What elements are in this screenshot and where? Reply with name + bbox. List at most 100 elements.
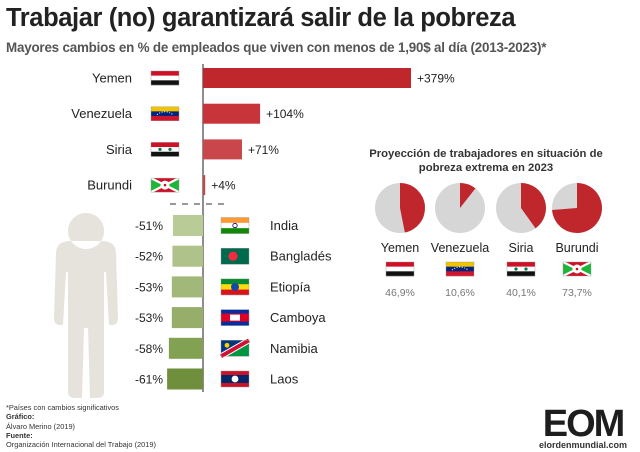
flag-border <box>385 261 415 277</box>
flag-border <box>220 370 250 388</box>
category-label: Camboya <box>270 310 326 325</box>
flag-stars <box>451 266 469 271</box>
category-label: Laos <box>270 372 299 387</box>
pie-slice <box>552 183 602 233</box>
flag-icon <box>220 278 250 296</box>
flag-stripe <box>151 116 179 121</box>
flag-stripe <box>151 111 179 117</box>
flag-icon <box>445 261 475 277</box>
flag-star <box>163 183 167 187</box>
flag-stripe <box>151 106 179 112</box>
flag-temple <box>230 314 240 321</box>
pie-category-label: Siria <box>508 241 533 255</box>
flag-stripe <box>446 262 474 267</box>
person-silhouette-icon <box>54 213 118 398</box>
pie-category-label: Burundi <box>555 241 598 255</box>
flag-disc <box>228 251 238 261</box>
flag-star <box>524 267 528 271</box>
fuente-source: Organización Internacional del Trabajo (… <box>6 440 156 450</box>
flag-stripe <box>151 151 179 157</box>
data-label: -51% <box>135 219 163 233</box>
category-label: Venezuela <box>71 106 132 121</box>
flag-stripe <box>386 262 414 267</box>
pie-title-line-2: pobreza extrema en 2023 <box>419 162 553 174</box>
flag-stripe <box>507 271 535 277</box>
grafico-author: Álvaro Merino (2019) <box>6 421 76 431</box>
page-title: Trabajar (no) garantizará salir de la po… <box>6 4 516 32</box>
flag-stripe <box>151 71 179 76</box>
flag-border <box>220 217 250 234</box>
flag-icon <box>220 247 250 265</box>
flag-icon <box>506 261 536 277</box>
data-label: +104% <box>266 107 304 121</box>
data-label: +379% <box>417 72 455 86</box>
flag-wheel <box>232 222 238 229</box>
grafico-label: Gráfico: <box>6 412 35 422</box>
flag-icon <box>150 106 180 121</box>
footnote: *Países con cambios significativos <box>6 403 119 412</box>
flag-border <box>220 309 250 326</box>
flag-stripe <box>221 222 249 229</box>
flag-stripe <box>151 75 179 81</box>
flag-icon <box>220 217 250 234</box>
bar <box>171 307 203 329</box>
pie-slice <box>460 183 476 208</box>
increase-bars: Yemen +379% Venezuela +104% Siria +71% Burundi… <box>71 68 455 196</box>
data-label: -58% <box>135 342 163 356</box>
decrease-bars: -51% India -52% Bangladés -53% Etiopía -53% Cam… <box>135 215 332 390</box>
flag-stripe <box>386 271 414 277</box>
data-label: -52% <box>135 250 163 264</box>
bar <box>203 175 206 196</box>
flag-stripe <box>221 228 249 234</box>
flag-triangle <box>165 178 179 193</box>
flag-icon <box>220 309 250 326</box>
flag-stripe <box>507 266 535 272</box>
flag-star <box>575 267 579 271</box>
flag-icon <box>150 70 180 86</box>
footer: *Países con cambios significativos Gráfi… <box>6 403 266 449</box>
bar <box>203 68 411 88</box>
data-label: +71% <box>248 143 279 157</box>
pie-category-label: Venezuela <box>431 241 489 255</box>
flag-border <box>220 340 250 357</box>
logo: EOM elordenmundial.com <box>539 403 627 450</box>
flag-sun <box>224 342 230 348</box>
flag-border <box>150 177 180 193</box>
flag-disc <box>231 375 239 383</box>
category-label: Burundi <box>87 178 132 193</box>
flag-stripe <box>151 147 179 152</box>
flag-stripe <box>221 217 249 224</box>
data-label: -53% <box>135 311 163 325</box>
flag-stripe <box>507 262 535 267</box>
pie-value-label: 73,7% <box>562 287 592 299</box>
pie-category-label: Yemen <box>381 241 420 255</box>
flag-icon <box>562 261 592 277</box>
flag-border <box>506 261 536 277</box>
flag-border <box>445 261 475 277</box>
pie-title-line-1: Proyección de trabajadores en situación … <box>369 148 603 160</box>
bar <box>203 103 261 124</box>
flag-border <box>150 70 180 86</box>
logo-url: elordenmundial.com <box>539 440 627 450</box>
page-subtitle: Mayores cambios en % de empleados que vi… <box>6 40 547 55</box>
flag-border <box>150 142 180 157</box>
flag-disc <box>231 282 239 291</box>
pie-value-label: 46,9% <box>385 287 415 299</box>
pie-slice <box>400 183 426 233</box>
bar <box>168 337 203 359</box>
fuente-label: Fuente: <box>6 430 33 440</box>
bar <box>172 245 203 267</box>
flag-icon <box>219 337 251 359</box>
category-label: Etiopía <box>270 279 311 294</box>
flag-stripe <box>151 80 179 86</box>
pie-value-label: 10,6% <box>445 287 475 299</box>
flag-border <box>220 247 250 265</box>
flag-triangle <box>577 262 591 276</box>
flag-icon <box>385 261 415 277</box>
category-label: Yemen <box>92 71 132 86</box>
bar <box>173 215 203 236</box>
flag-star <box>168 147 172 151</box>
flag-stripe <box>446 266 474 272</box>
flag-band <box>220 338 250 359</box>
